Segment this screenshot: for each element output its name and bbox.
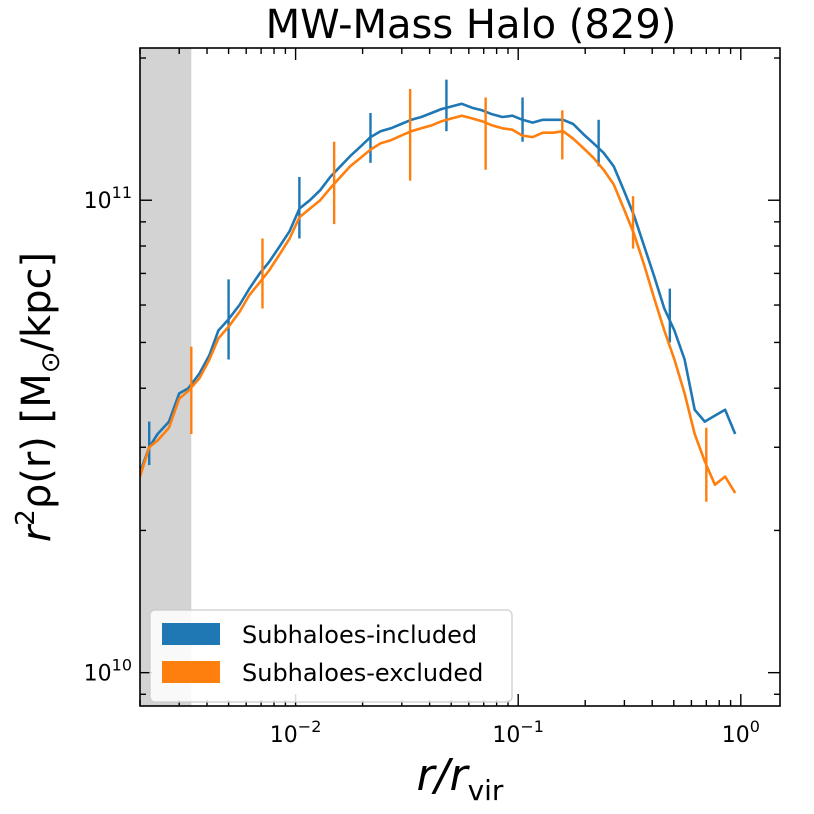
x-tick-base: 10 [492,723,520,748]
axes-frame [139,47,781,707]
series-line-subhaloes-included [140,102,737,474]
x-tick-label: 100 [722,717,760,748]
y-tick-base: 10 [84,189,112,214]
y-tick-label: 1011 [84,183,132,214]
y-tick-base: 10 [84,662,112,687]
x-tick-label: 10−2 [270,717,322,748]
legend: Subhaloes-included Subhaloes-excluded [149,609,513,703]
x-tick-exp: −1 [520,717,544,736]
chart-title: MW-Mass Halo (829) [266,2,677,48]
legend-swatch [162,623,220,645]
series-line-subhaloes-excluded [140,114,737,494]
x-tick-exp: −2 [298,717,322,736]
x-tick-base: 10 [270,723,298,748]
x-tick-label: 10−1 [492,717,544,748]
x-axis-label: r/rvir [417,750,504,807]
shaded-region [140,48,192,706]
y-tick-exp: 10 [112,656,132,675]
legend-label: Subhaloes-excluded [242,659,483,687]
legend-label: Subhaloes-included [242,621,477,649]
y-axis-label: r2ρ(r) [M⊙/kpc] [11,252,66,542]
legend-swatch [162,661,220,683]
y-tick-exp: 11 [112,183,132,202]
x-tick-base: 10 [722,723,750,748]
y-tick-label: 1010 [84,656,132,687]
legend-box [149,609,513,703]
x-tick-exp: 0 [750,717,760,736]
